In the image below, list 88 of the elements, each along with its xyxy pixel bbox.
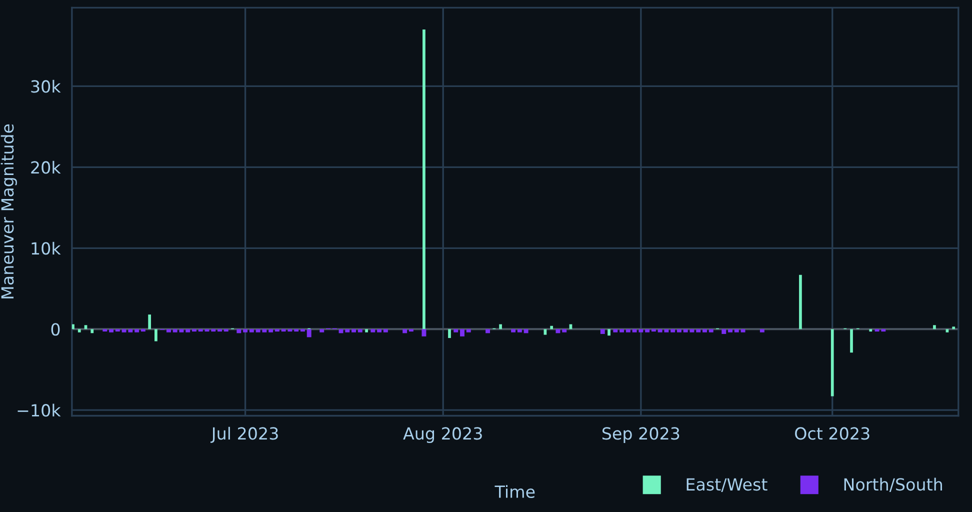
legend-label: East/West: [686, 478, 768, 492]
bar: [408, 329, 414, 332]
bar: [670, 329, 676, 332]
bar: [218, 329, 222, 332]
bar: [422, 30, 426, 330]
x-tick-label: Aug 2023: [403, 427, 482, 443]
x-axis-title: Time: [494, 485, 535, 498]
bar: [562, 329, 567, 332]
bar: [708, 329, 714, 332]
bar: [799, 274, 802, 330]
bar: [517, 329, 522, 332]
bar: [645, 329, 650, 332]
bar: [166, 329, 171, 332]
bar: [486, 329, 490, 334]
bar: [760, 329, 764, 332]
bar: [274, 329, 280, 332]
bar: [850, 329, 853, 353]
bar: [556, 329, 560, 334]
bar: [620, 329, 624, 332]
bar: [422, 329, 426, 336]
bar: [734, 329, 739, 332]
bar: [186, 329, 190, 332]
bar: [306, 329, 312, 338]
bar: [243, 329, 248, 332]
bar: [211, 329, 216, 332]
bar: [204, 329, 210, 332]
bar: [869, 329, 872, 332]
bar: [90, 329, 94, 334]
bar: [402, 329, 408, 334]
bar: [365, 329, 368, 332]
bar: [148, 314, 151, 330]
bar: [72, 324, 74, 330]
bar: [109, 329, 114, 332]
bar: [448, 329, 451, 338]
y-axis-title: Maneuver Magnitude: [0, 124, 17, 298]
bar: [613, 329, 618, 332]
y-tick-label: 10k: [32, 242, 61, 255]
bar: [946, 329, 949, 332]
bar: [460, 329, 464, 336]
bar: [702, 329, 707, 332]
bar: [345, 329, 350, 332]
y-tick-label: 30k: [31, 80, 61, 93]
bar: [102, 329, 108, 332]
bar: [140, 329, 146, 332]
x-tick-label: Sep 2023: [602, 427, 680, 443]
bar: [383, 329, 388, 332]
bar: [78, 329, 81, 332]
bar: [728, 329, 732, 332]
bar: [600, 329, 605, 334]
x-tick-label: Oct 2023: [795, 427, 870, 440]
x-tick-label: Jul 2023: [210, 426, 278, 443]
bar: [300, 329, 305, 332]
bar: [268, 329, 274, 332]
bar: [224, 329, 228, 332]
bar: [651, 329, 656, 332]
bar: [550, 326, 554, 330]
bar: [370, 329, 376, 332]
bar: [352, 329, 356, 332]
y-tick-label: −10k: [18, 404, 61, 417]
bar: [952, 326, 956, 330]
bar: [154, 329, 158, 342]
bar: [511, 329, 516, 332]
bar: [358, 329, 362, 332]
bar: [676, 329, 682, 332]
bar: [192, 329, 196, 332]
bar: [115, 329, 120, 332]
bar: [377, 329, 382, 332]
bar: [294, 329, 299, 332]
bar: [454, 329, 458, 332]
bar: [933, 325, 936, 330]
bar: [830, 329, 834, 396]
bar: [608, 329, 610, 336]
bar: [249, 329, 254, 332]
bar: [134, 329, 140, 332]
bar: [499, 324, 502, 330]
legend-label: North/South: [844, 478, 942, 492]
bar: [544, 329, 547, 335]
bar: [466, 329, 471, 332]
y-tick-label: 0: [51, 323, 60, 336]
y-tick-label: 20k: [31, 160, 61, 174]
bar: [524, 329, 528, 334]
bar: [696, 329, 701, 332]
bar: [198, 329, 203, 332]
bar: [320, 329, 324, 332]
bar: [626, 329, 630, 332]
bar: [740, 329, 746, 332]
bar: [722, 329, 726, 334]
bar: [236, 329, 242, 334]
